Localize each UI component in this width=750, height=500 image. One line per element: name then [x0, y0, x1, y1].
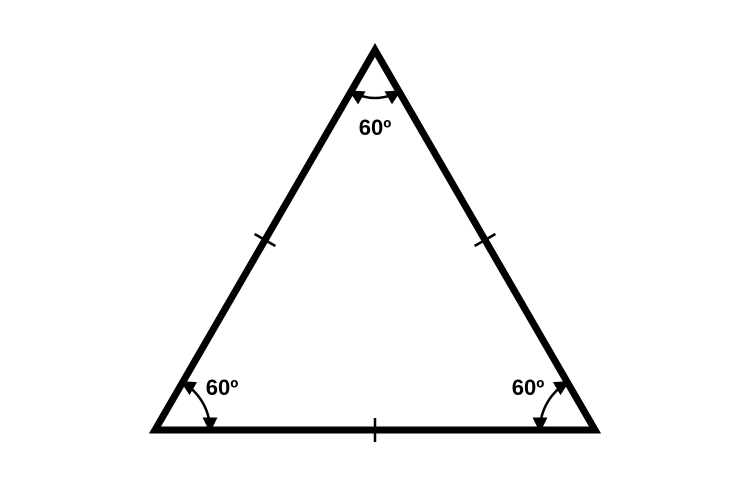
angle-arc-top	[351, 92, 399, 98]
angle-label-left: 60º	[206, 375, 239, 400]
angle-label-right: 60º	[512, 375, 545, 400]
angle-label-top: 60º	[359, 115, 392, 140]
diagram-container: 60º 60º 60º	[0, 0, 750, 500]
triangle-outline	[155, 50, 595, 430]
triangle-diagram: 60º 60º 60º	[0, 0, 750, 500]
